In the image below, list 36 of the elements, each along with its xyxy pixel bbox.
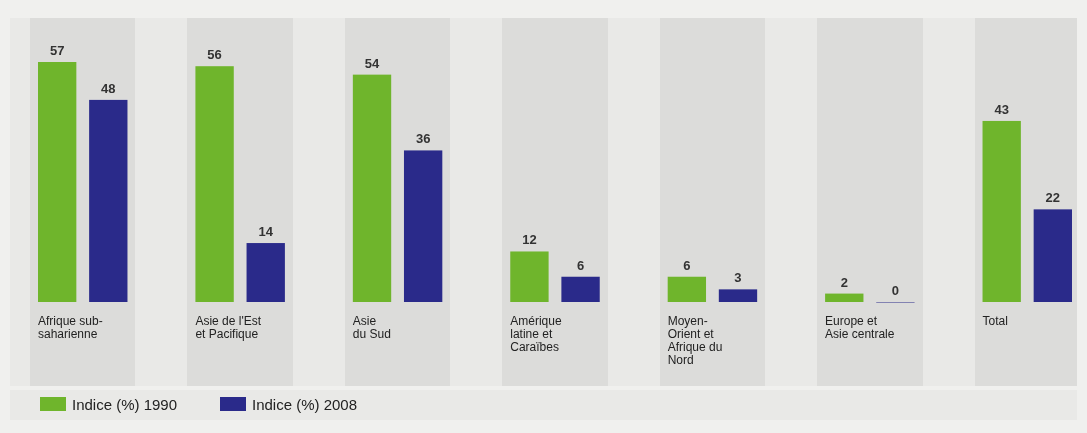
bar [561, 276, 600, 302]
data-label: 56 [207, 47, 222, 63]
data-label: 36 [415, 131, 431, 147]
data-label: 6 [576, 257, 585, 273]
x-tick-label: Afrique sub- saharienne [38, 314, 103, 341]
bar [825, 293, 864, 302]
data-label: 14 [258, 224, 274, 240]
data-label: 54 [364, 55, 381, 71]
legend-label: Indice (%) 1990 [72, 396, 178, 413]
bar [510, 251, 549, 302]
bar [352, 74, 392, 302]
x-tick-label: Asie du Sud [352, 314, 391, 341]
legend-label: Indice (%) 2008 [252, 396, 358, 413]
data-label: 43 [994, 101, 1009, 117]
data-label: 6 [683, 257, 691, 273]
x-tick-label: Amérique latine et Caraïbes [510, 314, 562, 354]
data-label: 12 [522, 232, 537, 248]
bar [718, 289, 758, 302]
data-label: 3 [734, 270, 742, 286]
bar [89, 99, 128, 302]
bar [246, 243, 285, 302]
x-tick-label: Europe et Asie centrale [825, 314, 895, 341]
data-label: 0 [891, 283, 900, 298]
bar [403, 150, 443, 302]
x-tick-label: Moyen- Orient et Afrique du Nord [667, 314, 723, 367]
x-tick-label: Asie de l'Est et Pacifique [195, 314, 262, 341]
bar [38, 62, 77, 302]
data-label: 48 [101, 80, 116, 96]
bar [667, 276, 707, 302]
x-tick-label: Total [982, 314, 1008, 328]
data-label: 2 [840, 274, 848, 290]
bar [1033, 209, 1072, 302]
data-label: 57 [49, 43, 65, 58]
bar [982, 120, 1021, 302]
data-label: 22 [1045, 190, 1061, 206]
bar [195, 66, 234, 302]
